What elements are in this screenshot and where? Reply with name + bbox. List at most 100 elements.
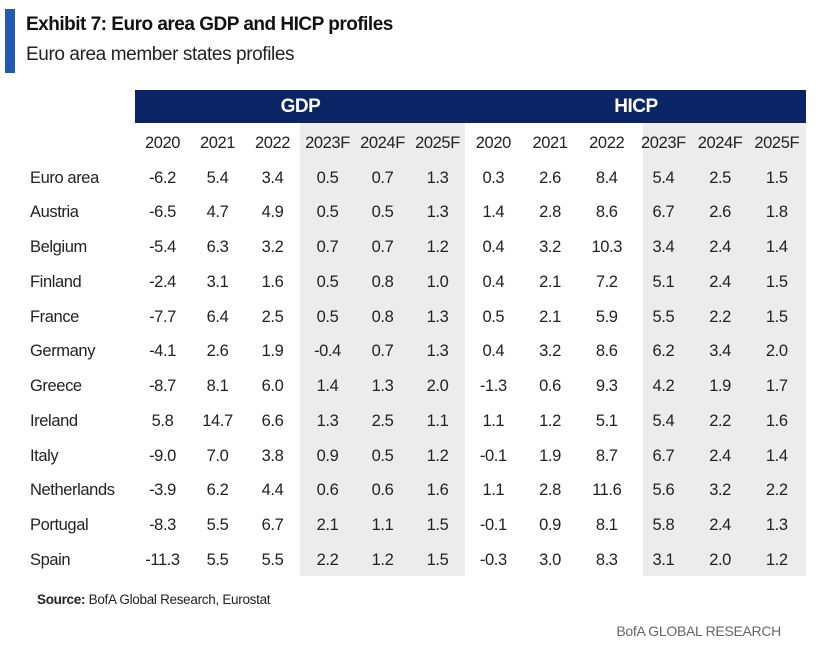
gdp-cell: 1.3 <box>426 168 449 187</box>
hicp-cell: 2.1 <box>539 272 561 291</box>
hicp-year-header: 2022 <box>589 133 625 152</box>
hicp-cell: 1.9 <box>709 377 731 396</box>
hicp-cell: 5.4 <box>652 411 675 430</box>
hicp-cell: 1.4 <box>765 446 788 465</box>
country-label: Germany <box>30 342 96 361</box>
gdp-cell: -8.7 <box>149 377 176 396</box>
hicp-cell: -0.1 <box>479 446 507 465</box>
year-header-row: 2020 2021 2022 2023F 2024F 2025F 2020 2021 2022 2… <box>30 126 805 161</box>
country-label: Belgium <box>30 238 87 257</box>
gdp-cell: -4.1 <box>149 342 176 361</box>
country-label: Italy <box>30 446 59 465</box>
hicp-cell: 2.1 <box>539 307 561 326</box>
hicp-cell: 8.3 <box>595 550 618 569</box>
data-table: 2020 2021 2022 2023F 2024F 2025F 2020 2021 2022 2… <box>30 126 805 578</box>
hicp-cell: 1.2 <box>765 550 788 569</box>
hicp-year-header: 2025F <box>754 133 800 152</box>
hicp-cell: 2.8 <box>539 203 561 222</box>
gdp-year-header: 2024F <box>360 133 405 152</box>
gdp-cell: 0.5 <box>371 446 394 465</box>
hicp-cell: 11.6 <box>592 481 622 500</box>
hicp-cell: 2.8 <box>539 481 561 500</box>
hicp-cell: 3.2 <box>539 238 561 257</box>
gdp-year-header: 2023F <box>305 133 350 152</box>
hicp-cell: 8.4 <box>595 168 618 187</box>
hicp-cell: 6.7 <box>652 446 675 465</box>
gdp-cell: 0.9 <box>316 446 339 465</box>
hicp-cell: 2.4 <box>709 446 731 465</box>
gdp-cell: 2.6 <box>206 342 229 361</box>
hicp-cell: 2.0 <box>765 342 788 361</box>
gdp-cell: 5.8 <box>151 411 174 430</box>
gdp-cell: 0.5 <box>316 307 339 326</box>
gdp-forecast-shade <box>300 123 465 576</box>
hicp-cell: 3.0 <box>539 550 561 569</box>
gdp-cell: 1.3 <box>371 377 394 396</box>
gdp-cell: 0.7 <box>371 342 394 361</box>
table-row: Belgium -5.4 6.3 3.2 0.7 0.7 1.2 0.4 3.2 10.3 3.4 2… <box>30 230 805 265</box>
hicp-cell: 0.4 <box>482 342 505 361</box>
gdp-cell: 1.5 <box>426 516 449 535</box>
hicp-cell: 0.3 <box>482 168 505 187</box>
gdp-year-header: 2022 <box>254 133 291 152</box>
gdp-cell: 5.4 <box>206 168 229 187</box>
hicp-cell: 1.5 <box>765 168 788 187</box>
gdp-cell: 1.6 <box>426 481 449 500</box>
country-label: Spain <box>30 550 71 569</box>
gdp-cell: -8.3 <box>149 516 176 535</box>
hicp-cell: -0.1 <box>479 516 507 535</box>
gdp-cell: 3.1 <box>206 272 229 291</box>
gdp-cell: 0.8 <box>371 272 394 291</box>
hicp-cell: 0.4 <box>482 272 505 291</box>
hicp-cell: 2.6 <box>709 203 731 222</box>
country-label: Euro area <box>30 168 99 187</box>
hicp-cell: 1.2 <box>539 411 561 430</box>
table-row: Greece -8.7 8.1 6.0 1.4 1.3 2.0 -1.3 0.6 9.3 4.2 1.… <box>30 369 805 404</box>
gdp-cell: 1.6 <box>261 272 284 291</box>
gdp-cell: 5.5 <box>206 550 229 569</box>
hicp-cell: 7.2 <box>595 272 618 291</box>
country-label: Portugal <box>30 516 89 535</box>
hicp-cell: 6.2 <box>652 342 675 361</box>
gdp-cell: 1.0 <box>426 272 449 291</box>
gdp-cell: 6.4 <box>206 307 229 326</box>
title-accent-bar <box>5 9 15 73</box>
footer-brand: BofA GLOBAL RESEARCH <box>616 623 781 639</box>
hicp-cell: -0.3 <box>479 550 507 569</box>
country-label: Netherlands <box>30 481 115 500</box>
gdp-cell: 0.5 <box>316 203 339 222</box>
gdp-cell: -3.9 <box>149 481 176 500</box>
gdp-cell: 1.1 <box>371 516 394 535</box>
gdp-cell: 1.9 <box>261 342 284 361</box>
table-row: Italy -9.0 7.0 3.8 0.9 0.5 1.2 -0.1 1.9 8.7 6.7 2.4… <box>30 439 805 474</box>
gdp-cell: 2.1 <box>316 516 339 535</box>
gdp-cell: 1.3 <box>426 203 449 222</box>
hicp-year-header: 2021 <box>532 133 568 152</box>
hicp-cell: 2.2 <box>709 411 731 430</box>
gdp-cell: 6.0 <box>261 377 284 396</box>
gdp-cell: 1.3 <box>426 307 449 326</box>
hicp-cell: 1.5 <box>765 307 788 326</box>
gdp-cell: 0.7 <box>371 168 394 187</box>
hicp-cell: 2.4 <box>709 272 731 291</box>
hicp-cell: 8.6 <box>595 203 618 222</box>
hicp-cell: 1.4 <box>482 203 505 222</box>
hicp-cell: 10.3 <box>591 238 622 257</box>
table-row: Austria -6.5 4.7 4.9 0.5 0.5 1.3 1.4 2.8 8.6 6.7 2.… <box>30 196 805 231</box>
table-row: Finland -2.4 3.1 1.6 0.5 0.8 1.0 0.4 2.1 7.2 5.1 2.… <box>30 265 805 300</box>
table-row: Euro area -6.2 5.4 3.4 0.5 0.7 1.3 0.3 2.6 8.4 5.4… <box>30 161 805 196</box>
hicp-cell: 1.4 <box>765 238 788 257</box>
table-row: Spain -11.3 5.5 5.5 2.2 1.2 1.5 -0.3 3.0 8.3 3.1 2.… <box>30 543 805 578</box>
gdp-cell: 4.4 <box>261 481 284 500</box>
gdp-cell: 0.5 <box>316 272 339 291</box>
gdp-cell: 8.1 <box>206 377 229 396</box>
hicp-cell: 0.4 <box>482 238 505 257</box>
gdp-cell: 0.6 <box>371 481 394 500</box>
gdp-cell: 6.6 <box>261 411 284 430</box>
gdp-cell: 5.5 <box>261 550 284 569</box>
gdp-cell: 3.4 <box>261 168 284 187</box>
hicp-cell: 1.8 <box>765 203 788 222</box>
hicp-cell: 4.2 <box>652 377 675 396</box>
hicp-cell: 3.1 <box>652 550 675 569</box>
hicp-cell: 8.1 <box>595 516 618 535</box>
